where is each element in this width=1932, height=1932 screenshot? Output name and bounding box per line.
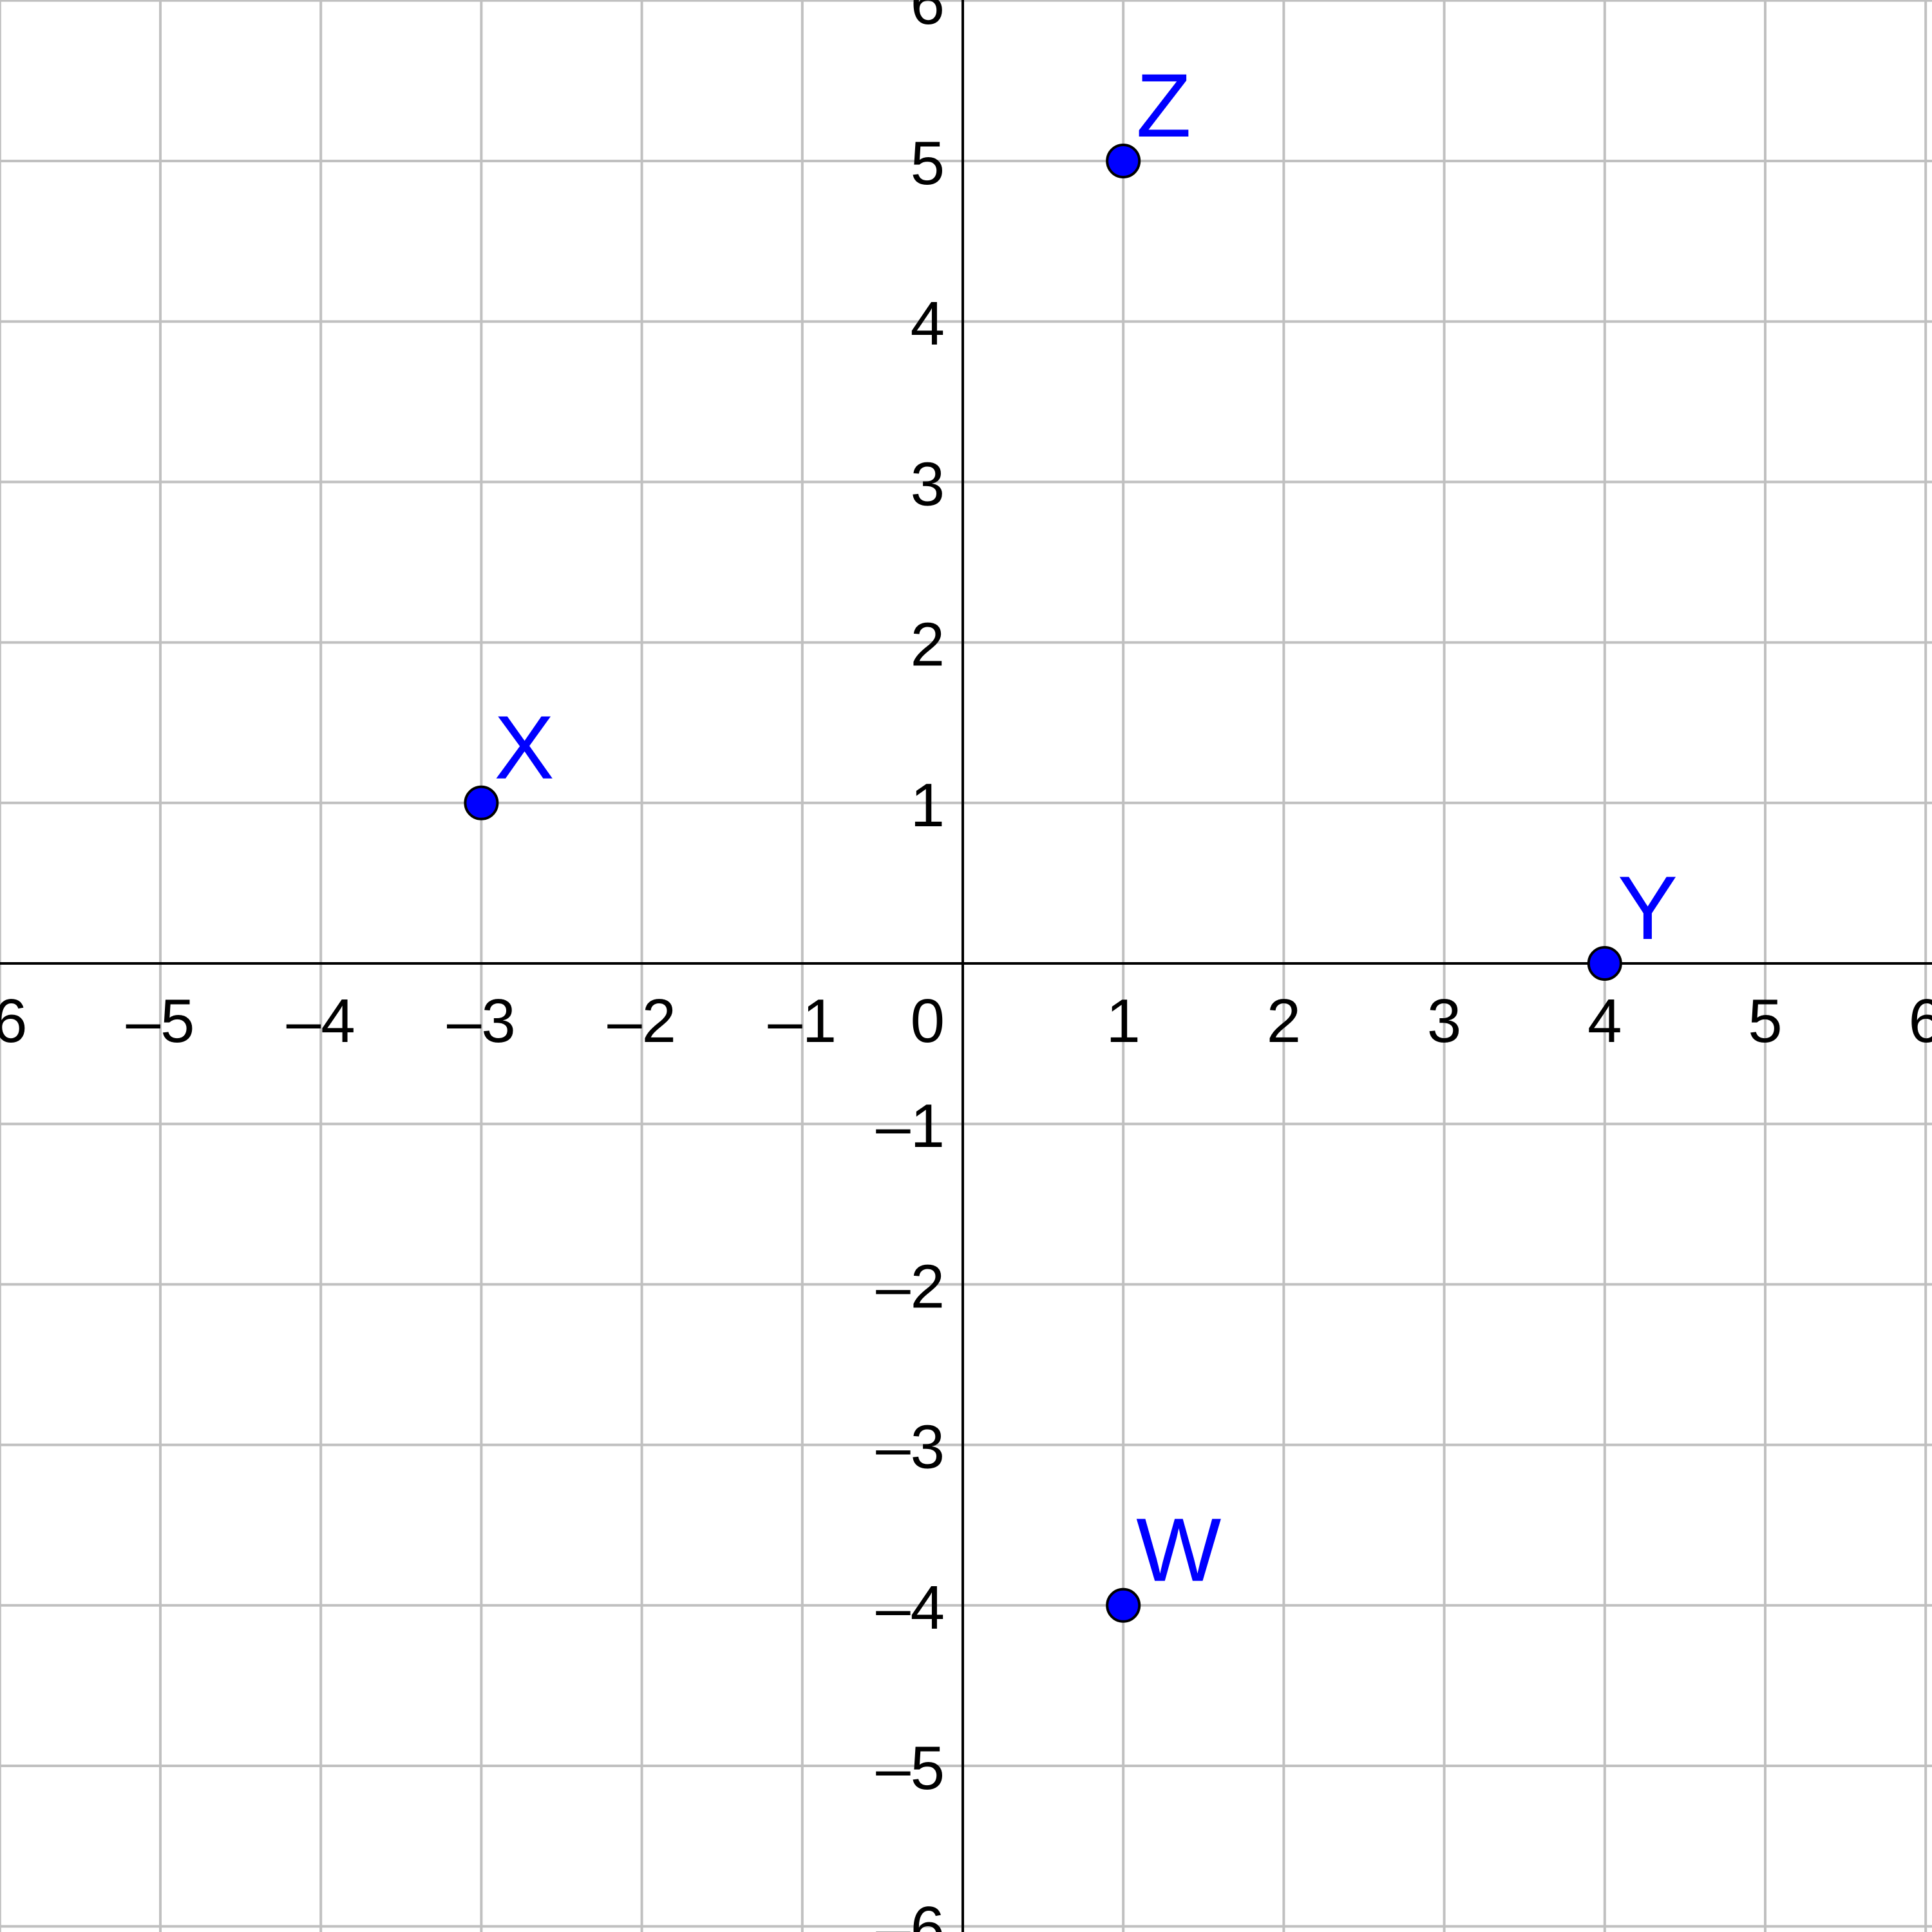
- y-tick-label: –4: [876, 1573, 945, 1642]
- y-tick-label: 3: [911, 450, 945, 518]
- point-label-w: W: [1136, 1499, 1221, 1600]
- point-z: [1106, 144, 1141, 178]
- x-tick-label: –3: [447, 987, 516, 1056]
- x-tick-label: 2: [1267, 987, 1301, 1056]
- y-tick-label: –6: [876, 1894, 945, 1932]
- x-tick-label: –4: [287, 987, 355, 1056]
- x-tick-label: –5: [126, 987, 195, 1056]
- x-tick-label: 6: [1909, 987, 1932, 1056]
- y-tick-label: 1: [911, 771, 945, 840]
- point-w: [1106, 1587, 1141, 1623]
- x-tick-label: 5: [1748, 987, 1782, 1056]
- y-tick-label: 2: [911, 611, 945, 679]
- x-tick-label: 0: [911, 987, 945, 1056]
- y-tick-label: 4: [911, 289, 945, 358]
- y-tick-label: –3: [876, 1413, 945, 1482]
- y-tick-label: –1: [876, 1092, 945, 1160]
- point-label-x: X: [494, 697, 554, 798]
- y-tick-label: –5: [876, 1734, 945, 1803]
- x-tick-label: –1: [768, 987, 837, 1056]
- y-tick-label: 5: [911, 129, 945, 198]
- point-x: [464, 785, 499, 820]
- y-tick-labels: 6 5 4 3 2 1 –1 –2 –3 –4 –5 –6: [876, 0, 945, 1932]
- point-label-y: Y: [1618, 857, 1678, 958]
- x-tick-label: 3: [1427, 987, 1461, 1056]
- point-y: [1587, 946, 1622, 981]
- point-label-z: Z: [1136, 55, 1191, 156]
- x-tick-label: 1: [1106, 987, 1141, 1056]
- y-tick-label: –2: [876, 1252, 945, 1321]
- y-tick-label: 6: [911, 0, 945, 37]
- data-points: Z X Y W: [464, 55, 1678, 1623]
- x-tick-label: 4: [1587, 987, 1622, 1056]
- x-tick-labels: -6 –5 –4 –3 –2 –1 0 1 2 3 4 5 6: [0, 987, 1932, 1056]
- x-tick-label: -6: [0, 987, 27, 1056]
- x-tick-label: –2: [607, 987, 676, 1056]
